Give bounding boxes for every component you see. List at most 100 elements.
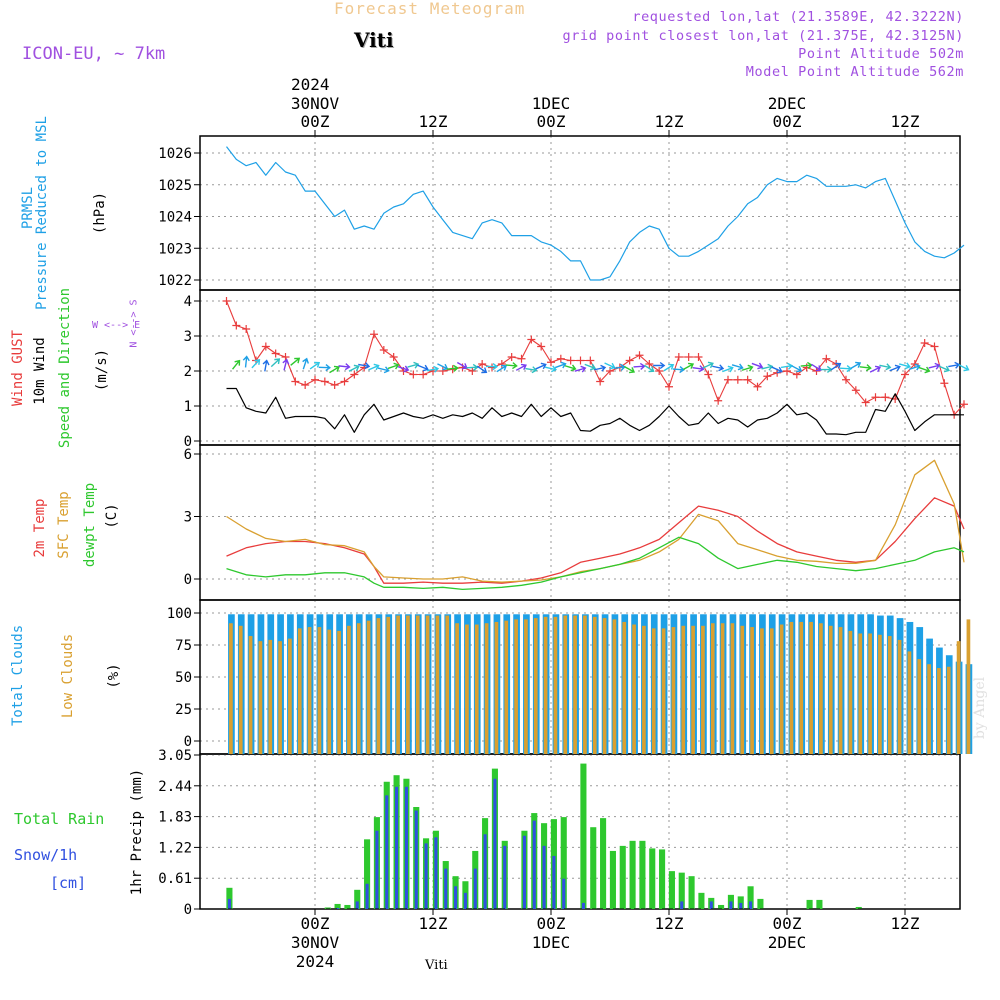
gust-marker: [448, 365, 457, 374]
wind-arrow-shape: [643, 364, 655, 373]
low-cloud-bar: [347, 625, 351, 754]
total-cloud-bar: [601, 614, 609, 754]
low-cloud-bar: [966, 619, 971, 754]
gust-marker: [537, 342, 546, 351]
rain-bar: [373, 817, 380, 909]
wind-arrow-shape: [309, 361, 321, 370]
temp-unit: (C): [104, 503, 120, 529]
gust-marker: [655, 367, 664, 375]
snow-bar: [385, 795, 389, 909]
total-cloud-bar: [483, 614, 491, 754]
total-cloud-bar: [670, 614, 678, 754]
precipitation-panel: 0 0.61 1.22 1.83 2.44 3.05: [158, 748, 961, 918]
watermark: by Angel: [972, 676, 988, 740]
gust-marker: [910, 360, 919, 368]
total-cloud-bar: [818, 614, 825, 754]
pressure-panel: 1022 1023 1024 1025 1026: [158, 135, 961, 291]
wind-arrow: [242, 355, 250, 368]
low-cloud-bar: [720, 623, 725, 754]
total-cloud-bar: [287, 614, 294, 754]
low-cloud-bar: [602, 618, 607, 754]
wind-arrow: [683, 362, 695, 371]
temp-2m-label: 2m Temp: [32, 498, 48, 558]
snow-bar: [424, 843, 428, 909]
gust-marker: [232, 321, 241, 330]
snow-bar: [552, 855, 556, 909]
wind-arrow: [368, 363, 380, 371]
gridpoint-coords: grid point closest lon,lat (21.375E, 42.…: [562, 28, 964, 44]
wind-ytick-label: 2: [184, 364, 192, 380]
total-cloud-bar: [464, 614, 471, 754]
wind-arrow-shape: [456, 361, 468, 370]
gust-marker: [615, 363, 624, 372]
wind-arrow: [496, 364, 508, 373]
wind-unit: (m/s): [94, 348, 110, 392]
low-cloud-bar: [789, 621, 794, 754]
wind-arrow-shape: [282, 358, 290, 371]
bottom-time-label: 12Z: [418, 914, 448, 933]
total-cloud-bar: [365, 614, 373, 754]
rain-bar: [659, 849, 666, 909]
total-cloud-bar: [267, 614, 275, 754]
wind-arrow-shape: [594, 364, 607, 372]
wind-arrow-shape: [251, 358, 261, 369]
wind-arrow: [282, 358, 290, 371]
wind-arrow-shape: [426, 365, 440, 373]
precipitation-ytick-label: 1.83: [158, 810, 192, 826]
wind-arrow: [653, 361, 666, 370]
total-cloud-bar: [237, 614, 245, 754]
gust-marker: [930, 342, 939, 351]
total-cloud-bar: [316, 614, 324, 754]
wind-arrow-shape: [702, 361, 714, 369]
rain-bar: [423, 838, 430, 909]
model-name: ICON-EU, ~ 7km: [22, 44, 166, 64]
total-cloud-bar: [906, 621, 914, 754]
low-cloud-bar: [268, 639, 273, 754]
low-cloud-bar: [425, 615, 430, 754]
wind-arrow-shape: [318, 363, 331, 372]
low-cloud-bar: [671, 627, 676, 754]
gust-marker: [940, 379, 949, 388]
total-cloud-bar: [405, 614, 412, 754]
model-altitude: Model Point Altitude 562m: [745, 64, 964, 80]
wind-arrow-shape: [692, 365, 705, 373]
low-cloud-bar: [799, 621, 804, 754]
rain-bar: [383, 781, 390, 909]
wind-arrow-shape: [791, 365, 803, 373]
low-cloud-bar: [907, 651, 912, 754]
wind-arrow-shape: [358, 362, 371, 370]
snow-bar: [522, 835, 526, 909]
temp-dewpt-label: dewpt Temp: [82, 482, 98, 568]
wind-arrow-shape: [242, 355, 250, 368]
wind-arrow-shape: [741, 364, 754, 372]
wind-arrow-shape: [302, 357, 309, 370]
gust-marker: [458, 363, 467, 372]
gust-marker: [320, 377, 329, 386]
total-cloud-bar: [346, 614, 353, 754]
snow-bar: [709, 901, 713, 909]
low-cloud-bar: [504, 620, 509, 754]
low-cloud-bar: [317, 627, 322, 754]
rain-bar: [442, 861, 449, 909]
wind-arrow: [741, 364, 754, 372]
compass-we: W <--> E: [92, 320, 141, 331]
wind-arrow-shape: [761, 363, 774, 371]
wind-arrow-shape: [820, 365, 833, 374]
wind-arrow-shape: [731, 363, 744, 371]
wind-arrow-shape: [544, 365, 558, 373]
wind-arrow-shape: [908, 363, 921, 371]
wind-arrow: [918, 366, 931, 374]
bottom-time-label: 00Z: [300, 914, 330, 933]
low-cloud-bar: [366, 620, 371, 754]
low-cloud-bar: [248, 636, 253, 754]
wind-arrow: [377, 366, 390, 374]
rain-bar: [698, 892, 705, 909]
wind-arrow: [515, 363, 527, 371]
total-cloud-bar: [827, 614, 835, 754]
total-cloud-bar: [650, 614, 658, 754]
low-cloud-bar: [563, 615, 568, 754]
bottom-time-label: 12Z: [654, 914, 684, 933]
clouds-unit: (%): [106, 663, 122, 689]
wind-arrow: [309, 361, 321, 370]
low-cloud-bar: [858, 633, 863, 754]
